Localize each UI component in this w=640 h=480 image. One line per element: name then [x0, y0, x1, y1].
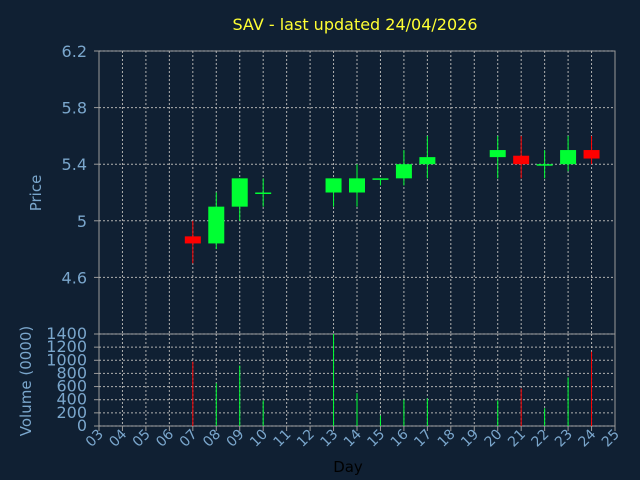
x-tick-label: 24 [575, 426, 599, 450]
x-tick-label: 04 [106, 426, 130, 450]
volume-tick-label: 800 [56, 363, 87, 382]
price-panel: 4.6 5 5.4 5.8 6.2 [62, 42, 616, 335]
candle-body [372, 178, 389, 180]
volume-tick-label: 600 [56, 377, 87, 396]
x-tick-label: 19 [458, 427, 482, 451]
volume-tick-label: 1200 [46, 337, 87, 356]
price-tick-label: 6.2 [62, 42, 87, 61]
volume-tick-label: 0 [77, 416, 87, 435]
x-tick-label: 12 [294, 427, 318, 451]
chart-title: SAV - last updated 24/04/2026 [232, 15, 477, 34]
volume-axis-label: Volume (0000) [17, 326, 35, 436]
x-tick-label: 06 [153, 426, 177, 450]
candle-body [560, 150, 577, 165]
x-tick-label: 09 [224, 427, 248, 451]
candle-body [513, 155, 530, 165]
x-tick-label: 05 [130, 427, 154, 451]
x-tick-label: 15 [364, 427, 388, 451]
candle-body [255, 192, 272, 194]
volume-tick-label: 200 [56, 403, 87, 422]
candle-body [395, 164, 412, 179]
x-tick-label: 10 [247, 427, 271, 451]
x-tick-label: 17 [411, 427, 435, 451]
candle-body [419, 157, 436, 165]
candle-body [325, 178, 342, 193]
x-axis: 03 04 05 06 07 08 09 10 11 12 13 14 15 16 17 18 19 20 21 22… [83, 426, 623, 450]
price-tick-label: 5.4 [62, 155, 87, 174]
candle-body [489, 150, 506, 158]
x-axis-label: Day [333, 458, 363, 476]
x-tick-label: 20 [482, 427, 506, 451]
volume-tick-label: 400 [56, 390, 87, 409]
x-tick-label: 23 [552, 427, 576, 451]
x-tick-label: 22 [529, 427, 553, 451]
volume-tick-label: 1000 [46, 350, 87, 369]
x-tick-label: 25 [599, 427, 623, 451]
price-tick-label: 5.8 [62, 99, 87, 118]
candle-body [208, 206, 225, 244]
x-tick-label: 08 [200, 427, 224, 451]
candle-body [536, 164, 553, 166]
price-tick-label: 4.6 [62, 268, 87, 287]
price-axis-label: Price [27, 175, 45, 212]
x-tick-label: 11 [271, 427, 295, 451]
x-tick-label: 13 [317, 427, 341, 451]
price-tick-label: 5 [77, 212, 87, 231]
candle-body [231, 178, 248, 207]
x-tick-label: 21 [505, 427, 529, 451]
x-tick-label: 14 [341, 426, 365, 450]
x-tick-label: 07 [177, 427, 201, 451]
x-tick-label: 16 [388, 426, 412, 450]
candle-body [583, 150, 600, 159]
candle-body [349, 178, 365, 193]
x-tick-label: 18 [435, 427, 459, 451]
volume-tick-label: 1400 [46, 324, 87, 343]
candle-body [184, 236, 201, 244]
